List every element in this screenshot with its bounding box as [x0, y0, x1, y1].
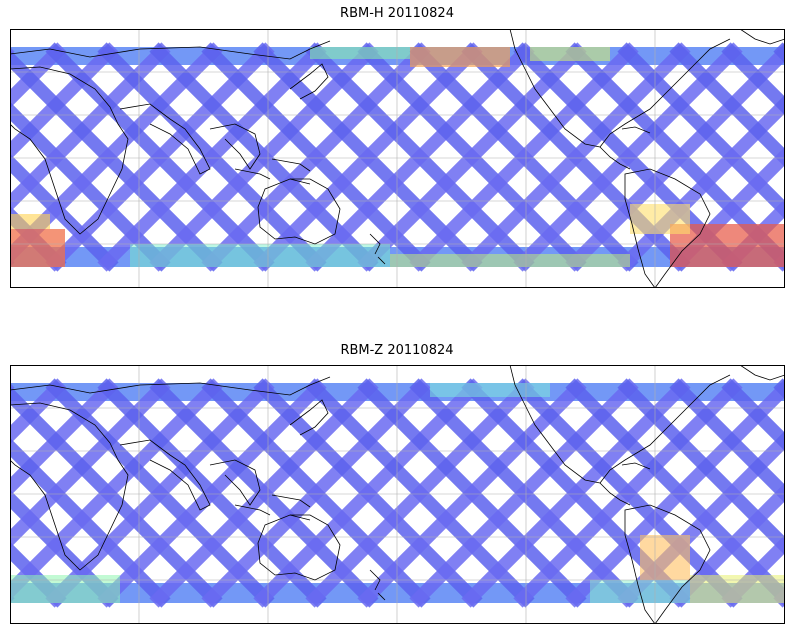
- swath-descending: [565, 378, 785, 608]
- coastline-segment: [509, 29, 601, 148]
- swath-descending: [721, 534, 785, 608]
- high-value-layer: [10, 47, 785, 267]
- swath-descending: [409, 42, 639, 272]
- high-value-region: [410, 47, 510, 67]
- map-panel-rbm-z: [10, 365, 785, 624]
- swath-descending: [10, 42, 67, 109]
- coastline-segment: [10, 402, 129, 571]
- coastline-segment: [739, 29, 785, 45]
- swath-descending: [253, 42, 483, 272]
- coastline-segment: [599, 38, 731, 148]
- coastlines: [10, 365, 785, 624]
- coastline-segment: [289, 399, 329, 436]
- swath-descending: [565, 42, 785, 272]
- coastline-segment: [209, 459, 261, 506]
- swath-descending: [513, 42, 743, 272]
- swath-descending: [513, 378, 743, 608]
- coastline-segment: [257, 514, 341, 581]
- swath-descending: [97, 378, 327, 608]
- coastline-segment: [257, 178, 341, 245]
- swath-descending: [10, 378, 171, 549]
- mid-value-region: [10, 575, 120, 603]
- swath-descending: [10, 42, 119, 161]
- coastline-segment: [234, 158, 311, 185]
- swath-descending: [10, 42, 171, 213]
- swath-ascending: [10, 153, 119, 272]
- swath-descending: [409, 378, 639, 608]
- swath-descending: [357, 378, 587, 608]
- coastline-segment: [234, 494, 311, 521]
- coastline-segment: [509, 365, 601, 484]
- map-panel-rbm-h: [10, 29, 785, 288]
- swath-descending: [357, 42, 587, 272]
- swath-descending: [305, 42, 535, 272]
- swath-descending: [201, 378, 431, 608]
- mid-value-region: [530, 47, 610, 61]
- panel-title-rbm-z: RBM-Z 20110824: [340, 343, 454, 358]
- coastline-segment: [289, 63, 329, 100]
- coastline-segment: [624, 168, 711, 288]
- mid-value-region: [630, 204, 690, 234]
- swath-descending: [201, 42, 431, 272]
- map-svg-rbm-z: [10, 365, 785, 624]
- map-frame: [10, 29, 785, 288]
- mid-value-region: [310, 47, 410, 59]
- swath-descending: [10, 378, 119, 497]
- coastline-segment: [10, 66, 129, 235]
- coastline-segment: [599, 126, 651, 170]
- mid-value-region: [690, 575, 785, 603]
- mid-value-region: [130, 244, 390, 267]
- swath-descending: [253, 378, 483, 608]
- coastline-segment: [119, 103, 211, 175]
- swath-ascending: [721, 378, 785, 452]
- mid-value-region: [430, 383, 550, 397]
- swath-descending: [461, 378, 691, 608]
- coastline-segment: [369, 233, 386, 265]
- swath-descending: [305, 378, 535, 608]
- mid-value-region: [390, 254, 630, 267]
- coastline-segment: [10, 40, 331, 60]
- map-svg-rbm-h: [10, 29, 785, 288]
- swath-descending: [97, 42, 327, 272]
- coastline-segment: [10, 376, 331, 396]
- coastline-segment: [209, 123, 261, 170]
- swath-descending: [10, 378, 223, 601]
- swath-ascending: [721, 42, 785, 116]
- mid-value-region: [10, 214, 50, 229]
- coastlines: [10, 29, 785, 288]
- swath-descending: [45, 378, 275, 608]
- high-value-region: [640, 535, 690, 580]
- swath-descending: [461, 42, 691, 272]
- coastline-segment: [599, 374, 731, 484]
- swath-descending: [10, 378, 67, 445]
- gridlines: [10, 365, 785, 624]
- coastline-segment: [739, 365, 785, 381]
- gridlines: [10, 29, 785, 288]
- swath-descending: [149, 378, 379, 608]
- panel-title-rbm-h: RBM-H 20110824: [340, 6, 454, 21]
- swath-descending: [149, 42, 379, 272]
- coastline-segment: [369, 569, 386, 601]
- coastline-segment: [624, 504, 711, 624]
- swath-descending: [45, 42, 275, 272]
- swath-ascending: [10, 541, 67, 608]
- map-frame: [10, 365, 785, 624]
- coastline-segment: [119, 439, 211, 511]
- swath-ascending: [10, 489, 119, 608]
- high-value-region: [10, 229, 65, 267]
- coastline-segment: [599, 462, 651, 506]
